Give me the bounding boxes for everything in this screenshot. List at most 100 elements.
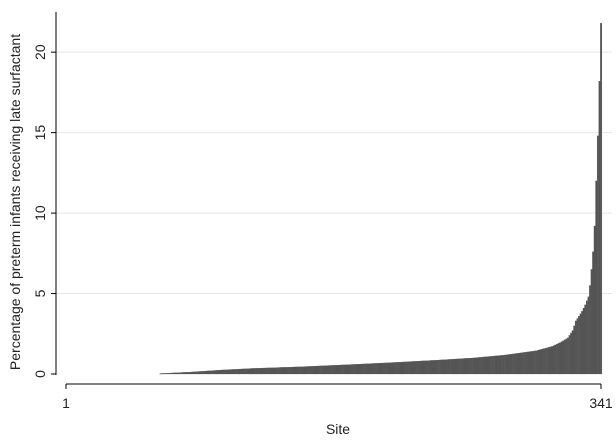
- bar-site-229: [423, 360, 426, 375]
- bar-site-90: [205, 370, 208, 375]
- bar-site-184: [353, 364, 355, 375]
- bar-site-216: [403, 361, 406, 375]
- bar-site-61: [159, 373, 162, 375]
- bar-site-182: [349, 364, 352, 375]
- bar-site-197: [373, 363, 376, 375]
- bar-site-95: [213, 370, 215, 375]
- bar-site-336: [592, 251, 595, 375]
- bar-site-288: [516, 353, 519, 375]
- bar-site-201: [379, 362, 382, 375]
- bar-site-205: [386, 362, 389, 375]
- bar-site-224: [416, 361, 418, 375]
- bar-site-160: [315, 365, 318, 375]
- bar-site-266: [482, 356, 485, 375]
- bar-site-196: [371, 363, 374, 375]
- bar-site-168: [327, 365, 330, 375]
- bar-site-109: [235, 369, 237, 375]
- bar-site-129: [266, 367, 269, 375]
- bar-site-63: [162, 373, 165, 375]
- bar-site-91: [206, 370, 209, 375]
- y-tick-label-0: 0: [32, 370, 48, 378]
- bar-site-137: [279, 367, 282, 375]
- bar-site-255: [464, 358, 467, 375]
- bar-site-185: [354, 364, 357, 375]
- bar-site-169: [329, 365, 332, 375]
- bar-site-154: [305, 366, 308, 375]
- bar-site-215: [401, 361, 404, 375]
- bar-site-202: [381, 362, 384, 375]
- bar-site-263: [477, 357, 480, 375]
- bar-site-171: [332, 365, 335, 375]
- bar-site-106: [230, 369, 233, 375]
- bar-site-225: [417, 361, 420, 375]
- bar-site-239: [439, 359, 442, 375]
- bar-site-329: [581, 311, 584, 375]
- bar-site-136: [277, 367, 280, 375]
- bar-site-159: [313, 366, 316, 375]
- y-tick-label-20: 20: [32, 44, 48, 60]
- bar-site-180: [346, 364, 349, 375]
- bar-site-238: [438, 359, 440, 375]
- bar-site-208: [390, 362, 393, 375]
- bar-site-226: [419, 360, 422, 375]
- bar-site-337: [593, 225, 596, 375]
- bar-site-187: [357, 364, 360, 375]
- bar-site-94: [211, 370, 214, 375]
- bar-site-244: [447, 359, 450, 375]
- bar-site-296: [529, 351, 532, 375]
- bar-site-167: [326, 365, 329, 375]
- bar-site-214: [400, 361, 403, 375]
- bar-site-232: [428, 360, 431, 375]
- bar-site-115: [244, 368, 247, 375]
- bar-site-121: [253, 368, 256, 375]
- bar-site-256: [466, 358, 469, 375]
- bar-site-326: [576, 318, 579, 375]
- bar-site-209: [392, 362, 395, 375]
- bar-site-151: [301, 366, 304, 375]
- bar-site-237: [436, 360, 439, 375]
- bar-site-297: [530, 351, 533, 375]
- bar-site-97: [216, 370, 219, 375]
- bar-site-334: [589, 285, 592, 375]
- bar-site-323: [571, 330, 574, 375]
- bar-site-309: [549, 346, 552, 375]
- bar-site-82: [192, 371, 195, 375]
- bar-site-271: [489, 356, 492, 375]
- bar-site-311: [552, 345, 555, 375]
- bars: [159, 23, 603, 375]
- bar-site-268: [485, 356, 488, 375]
- bar-site-236: [434, 360, 437, 375]
- bar-site-87: [200, 371, 203, 375]
- bar-site-100: [220, 369, 223, 375]
- bar-site-114: [242, 368, 245, 375]
- bar-site-258: [469, 358, 472, 375]
- bar-site-251: [458, 358, 461, 375]
- bar-site-179: [345, 364, 348, 375]
- bar-site-324: [573, 325, 576, 375]
- bar-site-261: [474, 357, 477, 375]
- bar-site-158: [312, 366, 315, 375]
- bar-site-193: [367, 363, 370, 375]
- bar-site-204: [384, 362, 387, 375]
- bar-site-72: [176, 372, 179, 375]
- y-tick-label-10: 10: [32, 205, 48, 221]
- bar-site-156: [309, 366, 311, 375]
- bar-site-277: [499, 355, 502, 375]
- bar-site-211: [395, 362, 398, 375]
- bar-site-124: [258, 368, 261, 375]
- bar-site-183: [351, 364, 354, 375]
- bar-site-291: [521, 352, 524, 375]
- x-tick-label-341: 341: [589, 395, 613, 411]
- bar-site-107: [231, 369, 234, 375]
- bar-site-175: [338, 364, 341, 375]
- bar-site-135: [275, 367, 278, 375]
- bar-site-84: [195, 371, 198, 375]
- bar-site-272: [491, 356, 494, 375]
- bar-site-254: [463, 358, 466, 375]
- bar-site-76: [183, 372, 186, 375]
- bar-site-339: [596, 135, 599, 375]
- bar-site-234: [431, 360, 434, 375]
- bar-site-281: [505, 354, 508, 375]
- bar-site-73: [178, 372, 181, 375]
- bar-site-199: [376, 363, 379, 375]
